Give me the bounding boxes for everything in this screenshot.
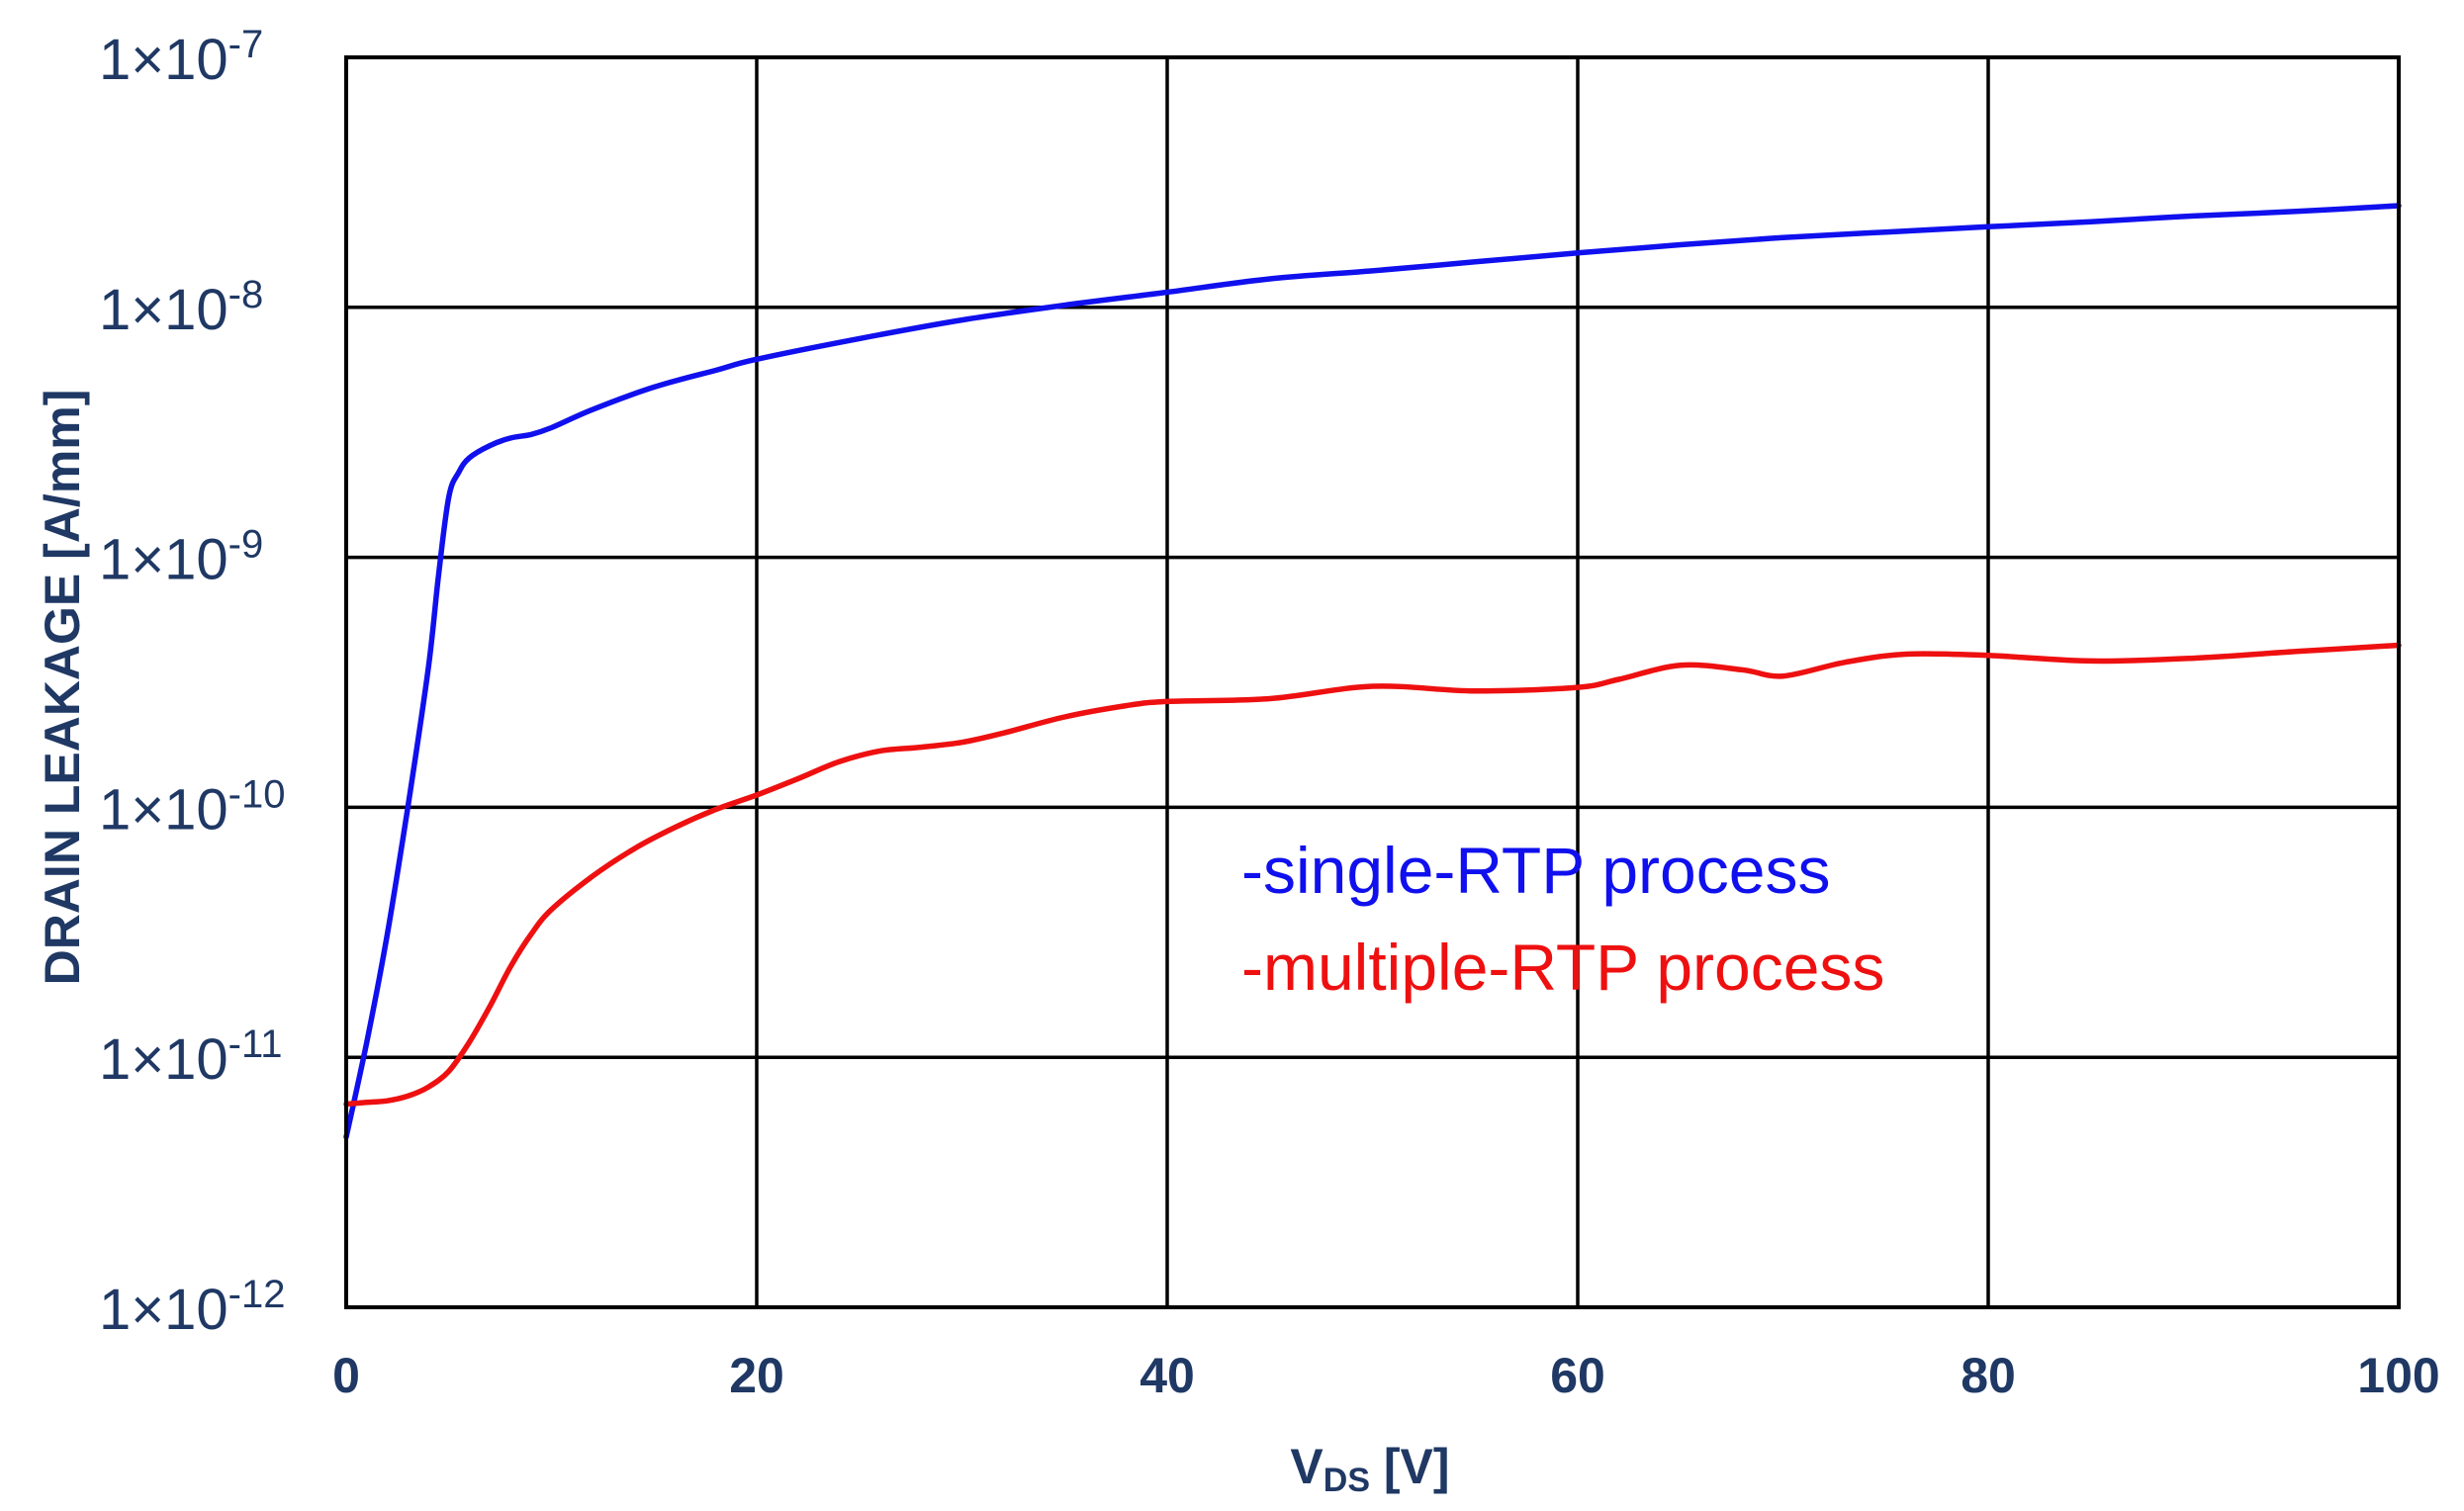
y-axis-label: DRAIN LEAKAGE [A/mm]: [35, 390, 90, 986]
series-layer: [343, 203, 2402, 1140]
y-axis-ticks: 1×10-7 1×10-8 1×10-9 1×10-10 1×10-11 1×10-12: [99, 23, 285, 1342]
series-line-multiple-rtp: [343, 642, 2402, 1108]
y-tick-label--9: 1×10-9: [99, 523, 263, 592]
y-tick-label--7: 1×10-7: [99, 23, 263, 92]
legend-multiple-rtp: -multiple-RTP process: [1241, 931, 1884, 1004]
series-line-single-rtp: [343, 203, 2402, 1140]
x-tick-label-0: 0: [332, 1348, 360, 1403]
y-tick-label--8: 1×10-8: [99, 273, 263, 342]
y-tick-label--11: 1×10-11: [99, 1022, 283, 1092]
x-tick-label-100: 100: [2357, 1348, 2439, 1403]
x-tick-label-40: 40: [1140, 1348, 1195, 1403]
y-tick-label--12: 1×10-12: [99, 1273, 285, 1342]
legend-single-rtp: -single-RTP process: [1241, 834, 1830, 907]
x-tick-label-60: 60: [1550, 1348, 1605, 1403]
plot-frame: [344, 55, 2401, 1309]
x-tick-label-80: 80: [1961, 1348, 2016, 1403]
x-axis-ticks: 0 20 40 60 80 100: [332, 1348, 2440, 1403]
x-tick-label-20: 20: [729, 1348, 784, 1403]
y-tick-label--10: 1×10-10: [99, 772, 285, 842]
x-axis-label: VDS [V]: [1290, 1439, 1449, 1499]
